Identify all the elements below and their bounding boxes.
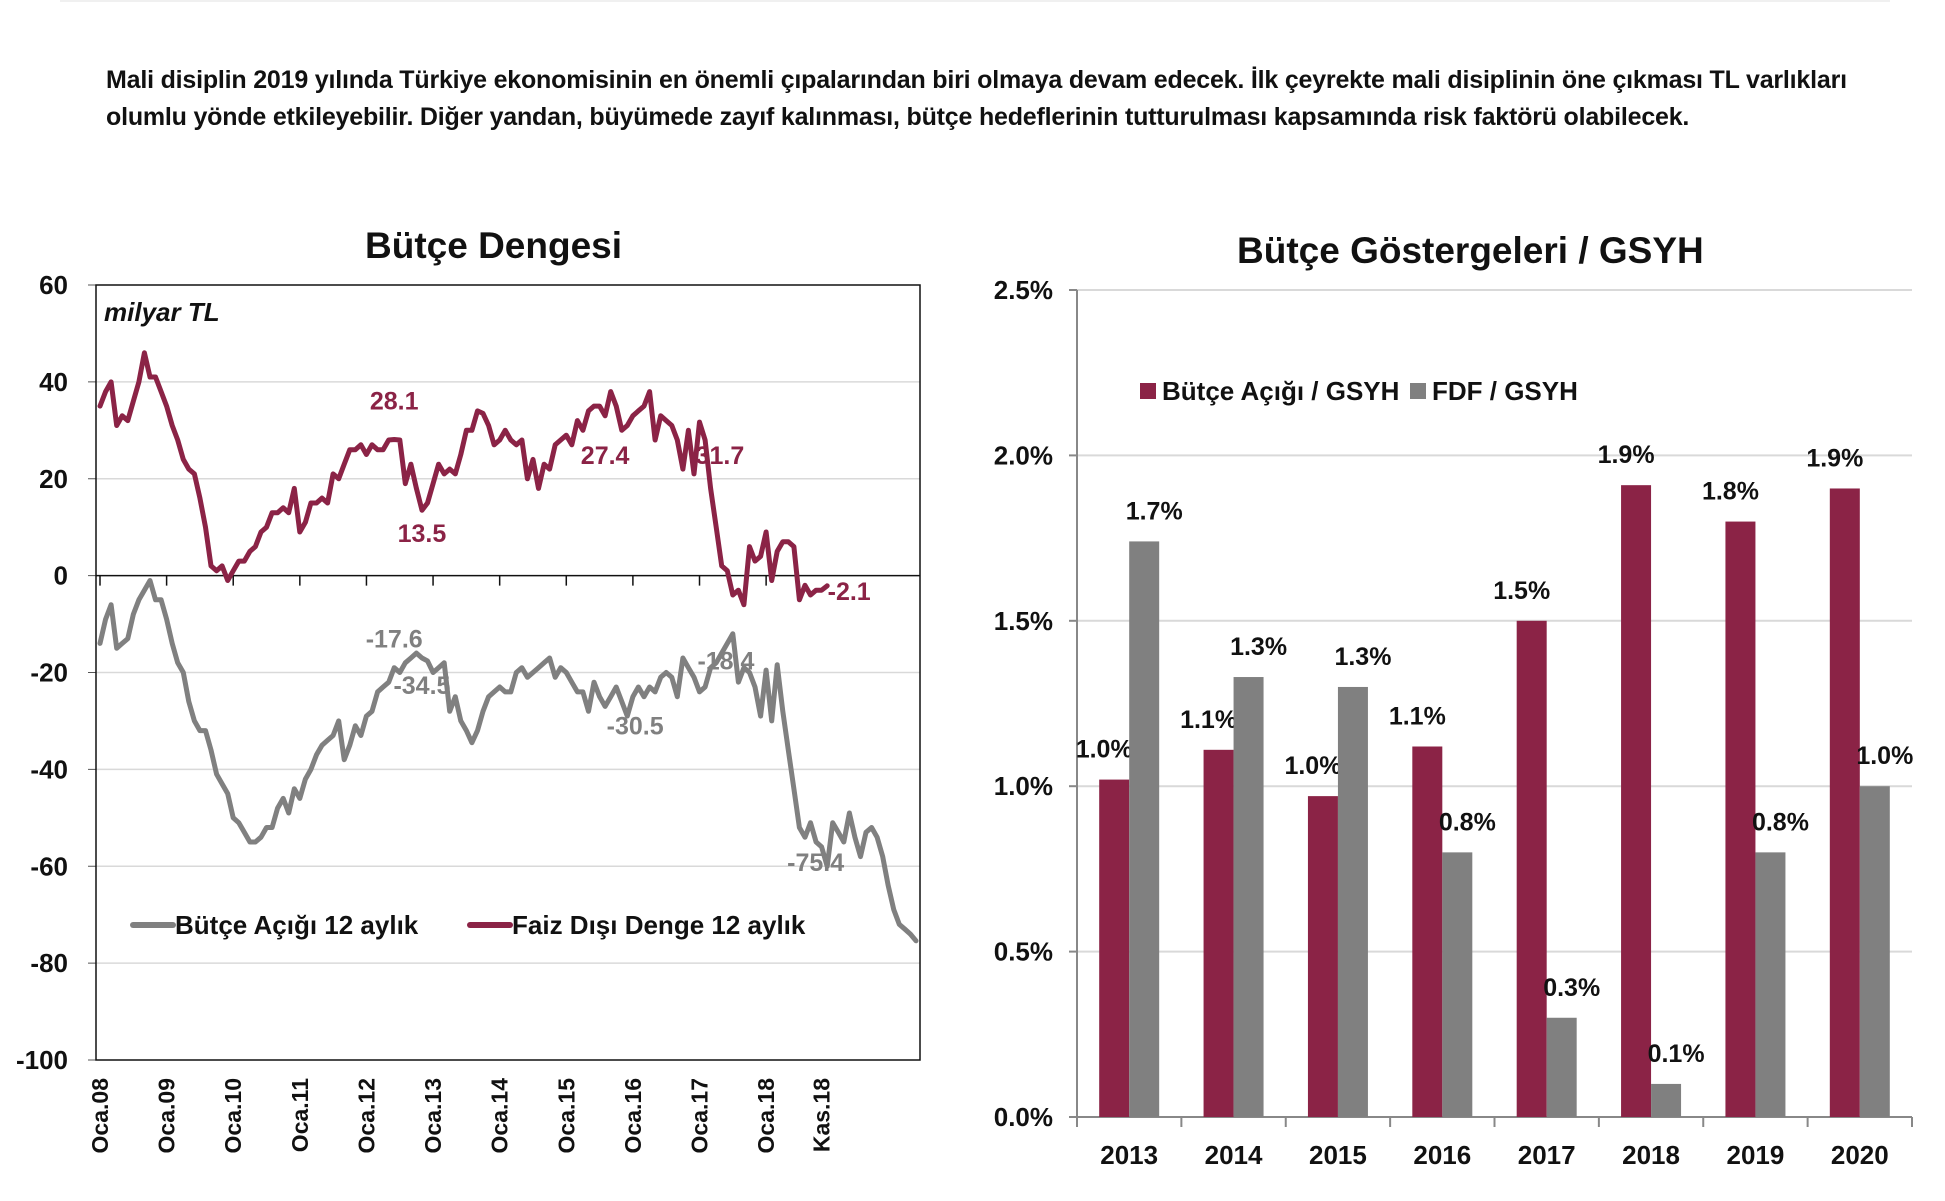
bar-data-label: 1.1% — [1389, 703, 1446, 731]
bar-fdf — [1859, 786, 1890, 1117]
x-tick-label: Oca.16 — [620, 1078, 646, 1153]
plot-frame — [95, 284, 921, 1061]
bar-data-label: 1.0% — [1284, 752, 1341, 780]
line-chart: 60 40 20 0 -20 -40 -60 -80 -100 Oca.08 Oca.09 Oca.1… — [16, 270, 921, 1154]
bar-data-label: 1.7% — [1126, 497, 1183, 525]
bar-fdf — [1546, 1017, 1577, 1117]
bar-budget-deficit — [1412, 746, 1443, 1117]
bar-budget-deficit — [1099, 779, 1130, 1117]
bar-fdf — [1442, 852, 1473, 1117]
bar-data-label: 1.3% — [1230, 633, 1287, 661]
data-label: -30.5 — [607, 712, 664, 740]
top-border-line — [60, 0, 1890, 2]
x-tick-label: Oca.12 — [353, 1078, 379, 1153]
bar-fdf — [1129, 541, 1160, 1117]
bar-budget-deficit — [1725, 521, 1756, 1117]
primary-balance-line — [97, 350, 830, 608]
x-category-label: 2014 — [1205, 1140, 1263, 1170]
legend-label: FDF / GSYH — [1432, 376, 1578, 406]
legend-label: Faiz Dışı Denge 12 aylık — [512, 910, 806, 940]
bar-budget-deficit — [1307, 796, 1338, 1117]
y-tick-label: 20 — [39, 464, 68, 494]
bar-data-label: 1.9% — [1806, 444, 1863, 472]
unit-note: milyar TL — [104, 297, 220, 327]
y-tick-label: 60 — [39, 270, 68, 300]
x-category-label: 2016 — [1413, 1140, 1471, 1170]
y-tick-label: -40 — [30, 754, 68, 784]
bar-budget-deficit — [1829, 488, 1860, 1118]
bar-budget-deficit — [1203, 749, 1234, 1117]
data-label: 27.4 — [581, 442, 630, 470]
bar-data-label: 1.5% — [1493, 577, 1550, 605]
y-tick-label: -20 — [30, 658, 68, 688]
bar-chart-title: Bütçe Göstergeleri / GSYH — [1237, 230, 1704, 271]
bar-data-label: 0.8% — [1752, 808, 1809, 836]
x-category-label: 2013 — [1100, 1140, 1158, 1170]
bar-data-label: 0.8% — [1439, 808, 1496, 836]
x-tick-label: Oca.09 — [154, 1078, 180, 1153]
data-label: -34.5 — [393, 672, 450, 700]
y-tick-label: 0.5% — [994, 937, 1053, 967]
y-tick-label: 1.0% — [994, 771, 1053, 801]
x-category-label: 2017 — [1518, 1140, 1576, 1170]
x-tick-label: Oca.10 — [220, 1078, 246, 1153]
line-chart-title: Bütçe Dengesi — [365, 225, 623, 266]
x-category-label: 2019 — [1727, 1140, 1785, 1170]
data-label: -18.4 — [697, 647, 754, 675]
data-label: -2.1 — [828, 578, 871, 606]
bar-fdf — [1337, 686, 1368, 1117]
bar-fdf — [1755, 852, 1786, 1117]
x-category-label: 2018 — [1622, 1140, 1680, 1170]
bar-fdf — [1651, 1083, 1682, 1117]
y-tick-label: 0 — [54, 561, 68, 591]
data-label: 31.7 — [696, 442, 745, 470]
x-tick-label: Oca.15 — [553, 1078, 579, 1154]
x-tick-label: Oca.14 — [487, 1078, 513, 1154]
y-tick-label: 1.5% — [994, 606, 1053, 636]
bar-data-label: 1.0% — [1856, 742, 1913, 770]
y-tick-label: 0.0% — [994, 1102, 1053, 1132]
y-tick-label: 2.0% — [994, 440, 1053, 470]
bar-data-label: 0.3% — [1543, 974, 1600, 1002]
legend-label: Bütçe Açığı / GSYH — [1162, 376, 1399, 406]
data-label: 13.5 — [398, 520, 447, 548]
y-tick-label: 2.5% — [994, 275, 1053, 305]
bar-chart-legend: Bütçe Açığı / GSYH FDF / GSYH — [1140, 376, 1578, 406]
bar-data-label: 1.9% — [1598, 441, 1655, 469]
line-chart-legend: Bütçe Açığı 12 aylık Faiz Dışı Denge 12 a… — [130, 910, 806, 940]
bar-fdf — [1233, 677, 1264, 1117]
legend-label: Bütçe Açığı 12 aylık — [175, 910, 419, 940]
x-category-label: 2015 — [1309, 1140, 1367, 1170]
bar-data-label: 1.0% — [1076, 736, 1133, 764]
y-tick-label: 40 — [39, 367, 68, 397]
bar-budget-deficit — [1516, 620, 1547, 1117]
x-tick-label: Kas.18 — [809, 1078, 835, 1152]
legend-swatch — [1410, 383, 1426, 399]
bar-data-label: 0.1% — [1648, 1040, 1705, 1068]
bar-data-label: 1.1% — [1180, 706, 1237, 734]
intro-paragraph: Mali disiplin 2019 yılında Türkiye ekono… — [106, 66, 1847, 131]
y-tick-label: -60 — [30, 851, 68, 881]
bar-data-label: 1.8% — [1702, 478, 1759, 506]
data-label: -75.4 — [787, 849, 844, 877]
budget-deficit-line — [97, 578, 919, 944]
x-category-label: 2020 — [1831, 1140, 1889, 1170]
y-tick-label: -100 — [16, 1045, 68, 1075]
data-label: 28.1 — [370, 388, 419, 416]
x-tick-label: Oca.11 — [287, 1078, 313, 1152]
bar-data-label: 1.3% — [1334, 643, 1391, 671]
x-tick-label: Oca.18 — [753, 1078, 779, 1154]
y-tick-label: -80 — [30, 948, 68, 978]
legend-swatch — [1140, 383, 1156, 399]
x-tick-label: Oca.17 — [687, 1078, 713, 1153]
x-tick-label: Oca.13 — [420, 1078, 446, 1153]
x-tick-label: Oca.08 — [87, 1078, 113, 1154]
data-label: -17.6 — [366, 626, 423, 654]
bar-budget-deficit — [1621, 485, 1652, 1117]
